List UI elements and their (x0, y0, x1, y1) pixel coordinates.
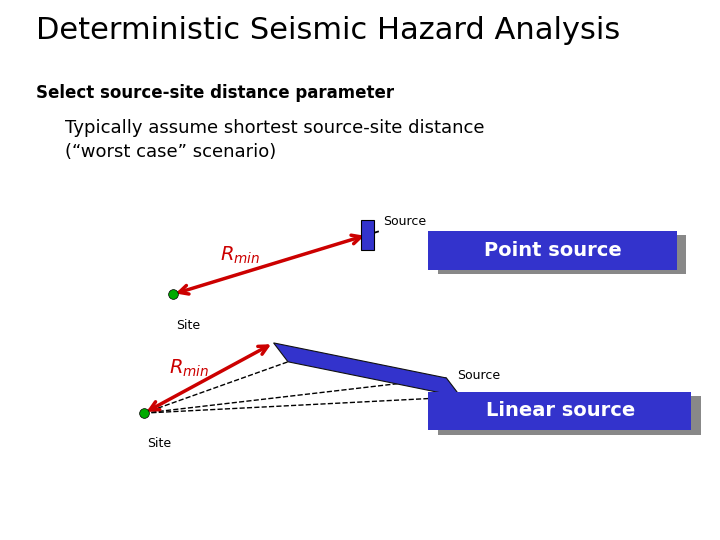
Polygon shape (274, 343, 461, 397)
FancyBboxPatch shape (361, 220, 374, 249)
FancyBboxPatch shape (428, 231, 677, 270)
Text: Source: Source (457, 369, 500, 382)
FancyBboxPatch shape (438, 235, 686, 274)
Text: Select source-site distance parameter: Select source-site distance parameter (36, 84, 394, 102)
Text: Linear source: Linear source (485, 401, 635, 421)
Text: Site: Site (148, 437, 172, 450)
Text: Site: Site (176, 319, 201, 332)
Text: Deterministic Seismic Hazard Analysis: Deterministic Seismic Hazard Analysis (36, 16, 620, 45)
Text: $R_{min}$: $R_{min}$ (220, 245, 260, 266)
Text: Source: Source (383, 215, 426, 228)
Text: (“worst case” scenario): (“worst case” scenario) (65, 143, 276, 161)
FancyBboxPatch shape (438, 396, 701, 435)
Text: $R_{min}$: $R_{min}$ (169, 357, 210, 379)
Text: Typically assume shortest source-site distance: Typically assume shortest source-site di… (65, 119, 485, 137)
Text: Point source: Point source (484, 241, 622, 260)
FancyBboxPatch shape (428, 392, 691, 430)
